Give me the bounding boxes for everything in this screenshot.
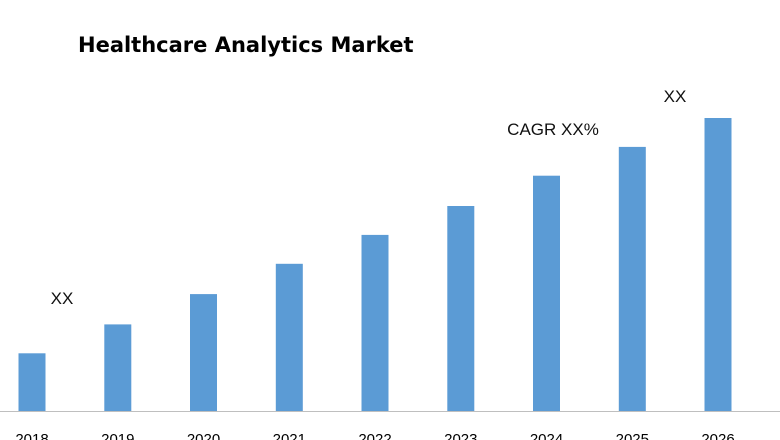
x-tick-label-2025: 2025: [616, 431, 649, 440]
x-tick-label-2023: 2023: [444, 431, 477, 440]
bar-2021: [275, 263, 303, 411]
x-tick-label-2024: 2024: [530, 431, 563, 440]
bar-2024: [533, 175, 560, 411]
chart-title: Healthcare Analytics Market: [78, 33, 414, 57]
x-tick-label-2021: 2021: [273, 431, 306, 440]
bar-2018: [18, 353, 46, 411]
x-tick-labels: 2018 2019 2020 2021 2022 2023 2024 2025 2026: [15, 431, 734, 440]
start-value-label: XX: [51, 289, 74, 308]
bar-2022: [361, 234, 389, 411]
bars-group: [18, 118, 732, 411]
x-tick-label-2019: 2019: [101, 431, 134, 440]
bar-2019: [104, 324, 132, 411]
x-tick-label-2022: 2022: [358, 431, 391, 440]
bar-2023: [447, 206, 475, 411]
x-tick-label-2020: 2020: [187, 431, 220, 440]
x-tick-label-2018: 2018: [15, 431, 48, 440]
cagr-label: CAGR XX%: [507, 120, 599, 139]
end-value-label: XX: [664, 87, 687, 106]
x-tick-label-2026: 2026: [701, 431, 734, 440]
bar-2026: [704, 118, 732, 411]
bar-2020: [190, 294, 217, 411]
bar-2025: [618, 146, 646, 411]
